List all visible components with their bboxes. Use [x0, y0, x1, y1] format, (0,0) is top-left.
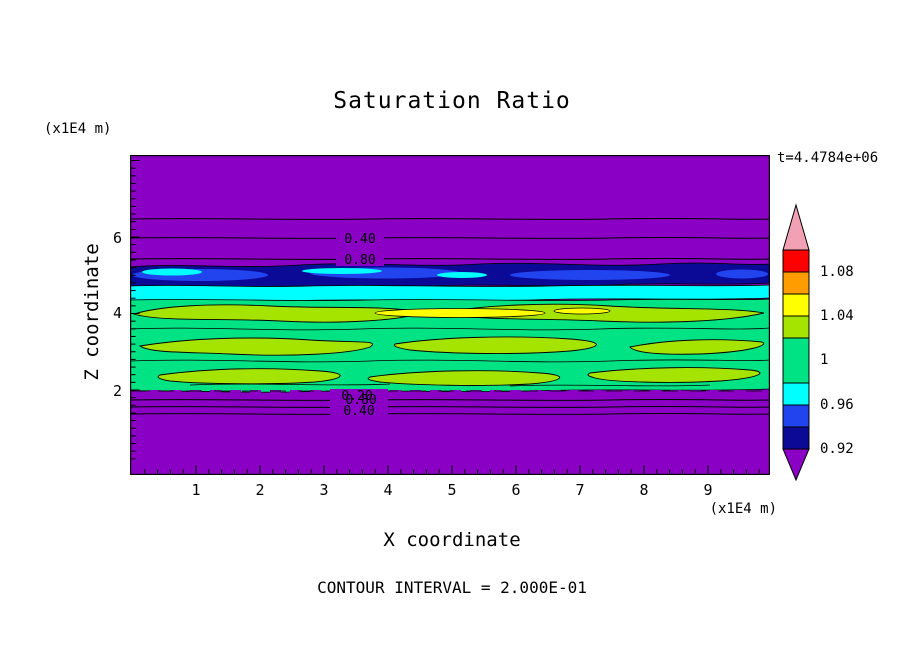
label-mask [336, 252, 384, 266]
chartreuse-lenses [132, 303, 765, 386]
label-mask [336, 231, 384, 245]
x-tick-label: 8 [639, 481, 649, 499]
x-axis-unit: (x1E4 m) [709, 501, 777, 517]
x-tick-label: 3 [319, 481, 329, 499]
y-tick-label: 6 [112, 229, 122, 247]
lower-contour-lines [130, 399, 770, 415]
contour-label-040-bottom: 0.40 [343, 404, 374, 419]
x-tick-label: 7 [575, 481, 585, 499]
x-tick-label: 5 [447, 481, 457, 499]
contour-label-080-top: 0.80 [344, 253, 375, 268]
colorbar-segment-chartreuse [782, 315, 810, 339]
contour-label-020-bottom: 0.20 [341, 389, 372, 404]
colorbar-tick-label: 0.96 [820, 397, 854, 413]
colorbar-segment-green [782, 337, 810, 384]
upper-contour-lines [130, 218, 770, 260]
colorbar-segment-yellow [782, 293, 810, 317]
x-tick-label: 1 [191, 481, 201, 499]
x-axis-label: X coordinate [383, 529, 521, 551]
cyan-band [130, 284, 770, 302]
colorbar-tick-label: 1.08 [820, 264, 854, 280]
x-tick-label: 2 [255, 481, 265, 499]
colorbar [782, 203, 810, 482]
colorbar-tick-label: 1 [820, 352, 829, 368]
colorbar-tick-label: 0.92 [820, 441, 854, 457]
plot-frame [130, 155, 770, 475]
colorbar-segment-navy [782, 426, 810, 450]
contour-plot: 0.40 0.80 0.20 0.80 0.40 [130, 155, 770, 475]
unit-contour-squiggles [130, 327, 770, 387]
yellow-lenses [374, 307, 611, 318]
x-tick-label: 6 [511, 481, 521, 499]
colorbar-segment-red [782, 249, 810, 273]
colorbar-segment-blue [782, 404, 810, 428]
contour-label-040-top: 0.40 [344, 232, 375, 247]
blue-patches [132, 267, 768, 281]
contour-label-080-bottom: 0.80 [345, 393, 376, 408]
y-tick-label: 4 [112, 304, 122, 322]
colorbar-arrow-top [782, 203, 810, 251]
y-axis-unit: (x1E4 m) [44, 121, 112, 137]
x-tick-label: 4 [383, 481, 393, 499]
plot-title: Saturation Ratio [333, 88, 571, 114]
label-mask [330, 389, 388, 416]
colorbar-segment-cyan [782, 382, 810, 406]
colorbar-arrow-bottom [782, 448, 810, 482]
contour-interval-caption: CONTOUR INTERVAL = 2.000E-01 [317, 578, 587, 597]
time-annotation: t=4.4784e+06 [777, 150, 879, 166]
y-tick-label: 2 [112, 382, 122, 400]
cyan-patches [142, 268, 487, 278]
inline-contour-labels: 0.40 0.80 0.20 0.80 0.40 [330, 231, 388, 419]
x-tick-label: 9 [703, 481, 713, 499]
colorbar-tick-label: 1.04 [820, 308, 854, 324]
axis-ticks [130, 160, 760, 475]
colorbar-segment-orange [782, 271, 810, 295]
